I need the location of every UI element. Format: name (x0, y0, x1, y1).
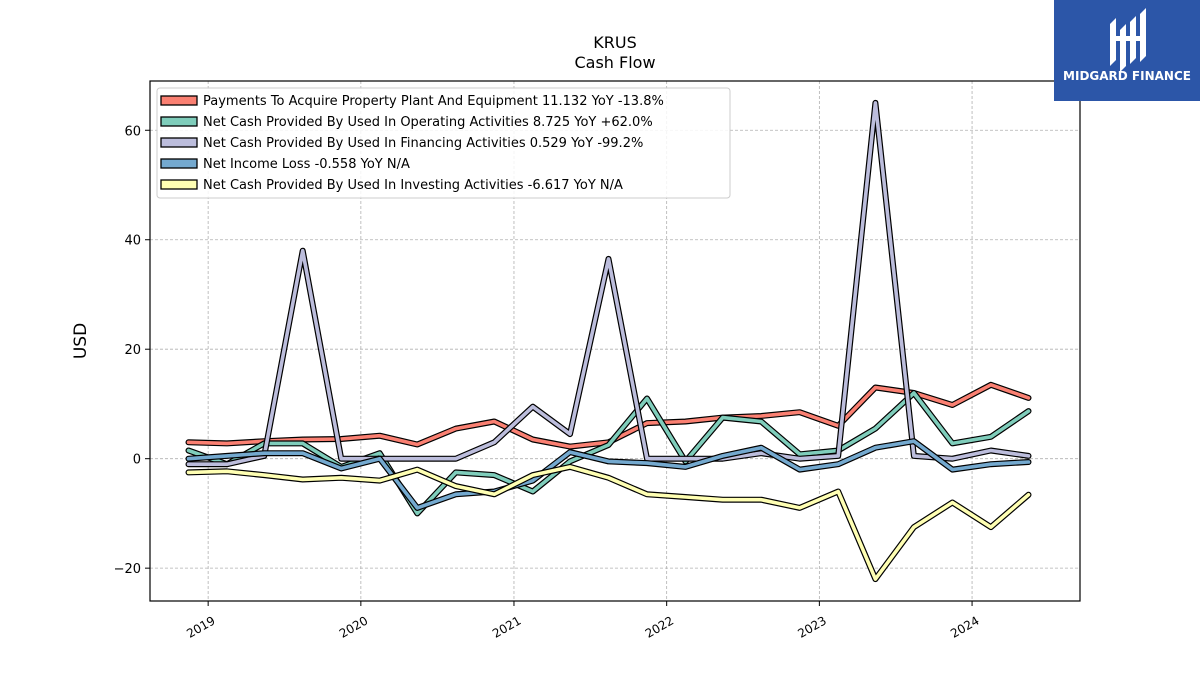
chart-title: KRUS (593, 33, 636, 52)
legend: Payments To Acquire Property Plant And E… (156, 87, 731, 199)
legend-entry: Net Cash Provided By Used In Operating A… (203, 115, 653, 130)
legend-entry: Net Cash Provided By Used In Investing A… (203, 178, 623, 193)
y-tick-label: 20 (124, 343, 141, 358)
y-tick-label: 0 (133, 453, 141, 468)
brand-logo: MIDGARD FINANCE (1054, 0, 1200, 101)
series-line-3 (186, 439, 1031, 510)
x-tick-label: 2020 (337, 613, 370, 640)
legend-entry: Net Cash Provided By Used In Financing A… (203, 136, 643, 151)
y-axis-label: USD (71, 323, 91, 359)
legend-entry: Payments To Acquire Property Plant And E… (203, 94, 664, 109)
series-outline-4 (185, 463, 1032, 583)
legend-swatch (160, 158, 198, 169)
series-lines (185, 99, 1032, 583)
y-tick-label: 40 (124, 234, 141, 249)
series-outline-1 (185, 390, 1032, 517)
legend-swatch (160, 179, 198, 190)
series-line-1 (186, 391, 1031, 516)
legend-entry: Net Income Loss -0.558 YoY N/A (203, 157, 410, 172)
x-tick-label: 2019 (184, 613, 217, 640)
x-tick-label: 2023 (795, 613, 828, 640)
x-tick-label: 2024 (948, 613, 981, 640)
y-tick-label: 60 (124, 124, 141, 139)
plot-frame (149, 80, 1081, 602)
legend-swatch (160, 137, 198, 148)
x-tick-label: 2021 (490, 613, 523, 640)
y-tick-label: −20 (114, 562, 141, 577)
series-line-4 (186, 465, 1031, 581)
legend-swatch (160, 116, 198, 127)
series-line-2 (186, 101, 1031, 467)
series-outline-0 (185, 381, 1032, 450)
brand-logo-icon (1110, 8, 1146, 72)
chart-subtitle: Cash Flow (574, 53, 655, 72)
x-tick-label: 2022 (643, 613, 676, 640)
legend-frame (156, 87, 731, 199)
brand-name: MIDGARD FINANCE (1063, 69, 1191, 83)
legend-swatch (160, 95, 198, 106)
